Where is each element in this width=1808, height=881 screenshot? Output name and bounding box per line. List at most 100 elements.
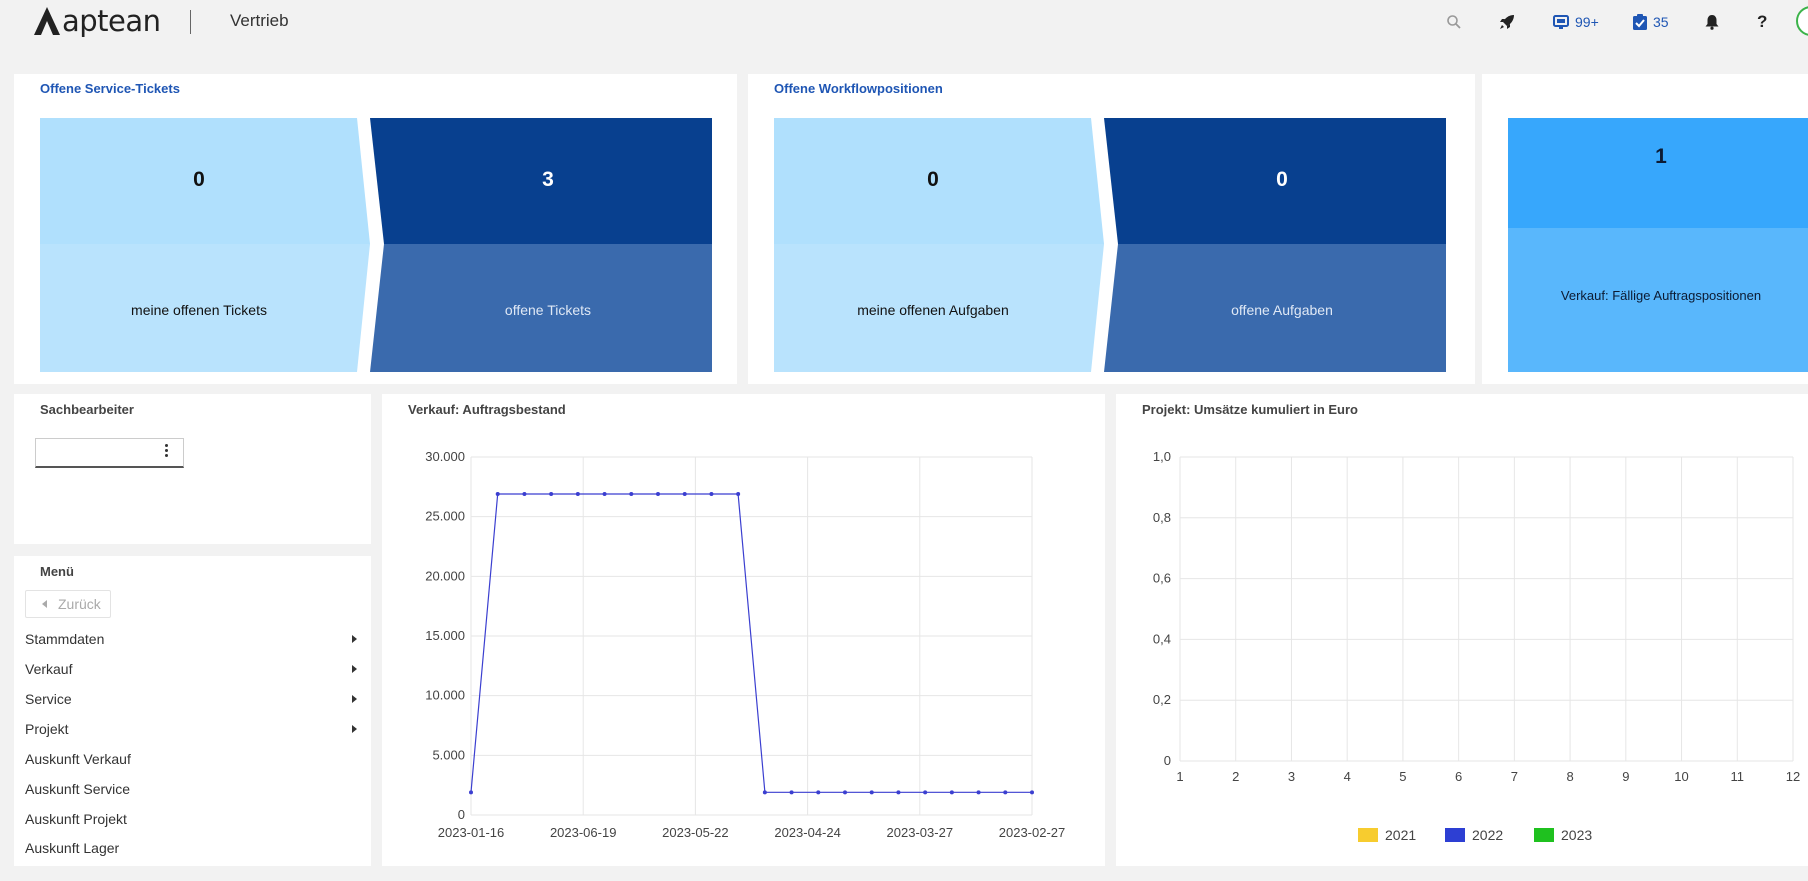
y-tick-label: 15.000 bbox=[425, 628, 465, 643]
x-tick-label: 7 bbox=[1511, 769, 1518, 784]
sachbearbeiter-field[interactable] bbox=[35, 438, 184, 468]
aptean-logo-mark-icon bbox=[34, 7, 60, 35]
my-tasks-tile-bottom[interactable] bbox=[774, 244, 1104, 372]
data-point bbox=[602, 491, 607, 496]
legend-label: 2022 bbox=[1472, 827, 1503, 843]
x-tick-label: 2023-02-27 bbox=[999, 825, 1066, 840]
data-point bbox=[709, 491, 714, 496]
x-tick-label: 5 bbox=[1399, 769, 1406, 784]
workflow-tiles bbox=[774, 118, 1446, 372]
more-options-icon[interactable] bbox=[165, 444, 169, 459]
order-backlog-title: Verkauf: Auftragsbestand bbox=[408, 402, 566, 417]
chevron-right-icon bbox=[352, 695, 357, 703]
my-tickets-count: 0 bbox=[193, 168, 205, 191]
y-tick-label: 0 bbox=[458, 807, 465, 822]
menu-item-projekt[interactable]: Projekt bbox=[25, 721, 69, 737]
aptean-logo[interactable]: aptean bbox=[34, 4, 161, 38]
inbox-count: 99+ bbox=[1575, 14, 1599, 30]
y-tick-label: 30.000 bbox=[425, 449, 465, 464]
inbox-icon bbox=[1553, 14, 1569, 29]
user-avatar[interactable] bbox=[1796, 6, 1808, 36]
legend-swatch bbox=[1445, 828, 1465, 842]
x-tick-label: 2023-06-19 bbox=[550, 825, 617, 840]
menu-item-auskunft-verkauf[interactable]: Auskunft Verkauf bbox=[25, 751, 131, 767]
x-tick-label: 4 bbox=[1344, 769, 1351, 784]
data-point bbox=[896, 790, 901, 795]
legend-label: 2021 bbox=[1385, 827, 1416, 843]
order-backlog-card: Verkauf: Auftragsbestand 0 5.000 10.000 15.… bbox=[382, 394, 1105, 866]
y-tick-label: 0,4 bbox=[1153, 631, 1171, 646]
menu-item-auskunft-service[interactable]: Auskunft Service bbox=[25, 781, 131, 797]
x-tick-label: 2023-04-24 bbox=[774, 825, 841, 840]
search-icon bbox=[1447, 15, 1461, 29]
open-tasks-tile[interactable]: 0 offene Aufgaben bbox=[1118, 118, 1446, 372]
x-tick-label: 8 bbox=[1566, 769, 1573, 784]
notifications-button[interactable] bbox=[1705, 12, 1719, 32]
rocket-icon bbox=[1500, 15, 1514, 29]
due-orders-tile[interactable]: 1 Verkauf: Fällige Auftragspositionen bbox=[1508, 118, 1808, 372]
data-point bbox=[575, 491, 580, 496]
data-point bbox=[816, 790, 821, 795]
y-tick-label: 0,8 bbox=[1153, 510, 1171, 525]
service-tickets-title: Offene Service-Tickets bbox=[40, 81, 180, 96]
open-tickets-tile-top[interactable] bbox=[370, 118, 712, 244]
my-tasks-tile[interactable]: 0 meine offenen Aufgaben bbox=[774, 118, 1092, 372]
due-orders-count: 1 bbox=[1655, 145, 1667, 168]
header-separator bbox=[190, 10, 191, 34]
legend-swatch bbox=[1358, 828, 1378, 842]
y-tick-label: 25.000 bbox=[425, 509, 465, 524]
due-orders-card: 1 Verkauf: Fällige Auftragspositionen bbox=[1482, 74, 1808, 384]
open-tasks-tile-bottom[interactable] bbox=[1104, 244, 1446, 372]
open-tasks-tile-top[interactable] bbox=[1104, 118, 1446, 244]
sachbearbeiter-card: Sachbearbeiter bbox=[14, 394, 371, 544]
open-tickets-tile[interactable]: 3 offene Tickets bbox=[384, 118, 712, 372]
inbox-button[interactable]: 99+ bbox=[1553, 12, 1599, 32]
my-tickets-tile-top[interactable] bbox=[40, 118, 370, 244]
menu-item-auskunft-lager[interactable]: Auskunft Lager bbox=[25, 840, 120, 856]
menu-item-verkauf[interactable]: Verkauf bbox=[25, 661, 73, 677]
x-tick-label: 9 bbox=[1622, 769, 1629, 784]
workflow-title: Offene Workflowpositionen bbox=[774, 81, 943, 96]
order-backlog-chart: 0 5.000 10.000 15.000 20.000 25.000 30.000 2023… bbox=[425, 449, 1066, 840]
y-tick-label: 20.000 bbox=[425, 568, 465, 583]
rocket-button[interactable] bbox=[1498, 12, 1516, 32]
help-icon: ? bbox=[1757, 12, 1768, 31]
open-tasks-count: 0 bbox=[1276, 168, 1288, 191]
tasks-icon bbox=[1633, 14, 1647, 30]
data-point bbox=[549, 491, 554, 496]
x-tick-label: 12 bbox=[1786, 769, 1800, 784]
project-revenue-card: Projekt: Umsätze kumuliert in Euro 0 0,2 0… bbox=[1116, 394, 1808, 866]
my-tasks-tile-top[interactable] bbox=[774, 118, 1104, 244]
y-tick-label: 5.000 bbox=[432, 747, 465, 762]
app-title: Vertrieb bbox=[230, 11, 289, 30]
y-tick-label: 0,2 bbox=[1153, 692, 1171, 707]
menu-item-service[interactable]: Service bbox=[25, 691, 72, 707]
top-bar: aptean Vertrieb 99+ 35 bbox=[0, 0, 1808, 44]
help-button[interactable]: ? bbox=[1757, 12, 1767, 32]
my-tickets-tile[interactable]: 0 meine offenen Tickets bbox=[40, 118, 358, 372]
service-tickets-card: Offene Service-Tickets 0 meine offenen T… bbox=[14, 74, 737, 384]
data-point bbox=[495, 491, 500, 496]
search-button[interactable] bbox=[1446, 12, 1462, 32]
data-point bbox=[522, 491, 527, 496]
data-point bbox=[923, 790, 928, 795]
brand-name: aptean bbox=[62, 4, 161, 38]
data-point bbox=[976, 790, 981, 795]
data-point bbox=[843, 790, 847, 795]
menu-item-auskunft-projekt[interactable]: Auskunft Projekt bbox=[25, 811, 127, 827]
open-tasks-label: offene Aufgaben bbox=[1231, 302, 1333, 318]
y-tick-label: 0,6 bbox=[1153, 571, 1171, 586]
my-tickets-tile-bottom[interactable] bbox=[40, 244, 370, 372]
y-tick-label: 10.000 bbox=[425, 688, 465, 703]
legend-label: 2023 bbox=[1561, 827, 1592, 843]
data-point bbox=[469, 790, 473, 795]
menu-item-stammdaten[interactable]: Stammdaten bbox=[25, 631, 105, 647]
x-tick-label: 2023-01-16 bbox=[438, 825, 505, 840]
x-tick-label: 3 bbox=[1288, 769, 1295, 784]
tasks-button[interactable]: 35 bbox=[1633, 12, 1669, 32]
open-tickets-tile-bottom[interactable] bbox=[370, 244, 712, 372]
my-tasks-count: 0 bbox=[927, 168, 939, 191]
back-button[interactable]: Zurück bbox=[25, 590, 111, 618]
series-line bbox=[470, 493, 1032, 793]
data-point bbox=[682, 491, 687, 496]
